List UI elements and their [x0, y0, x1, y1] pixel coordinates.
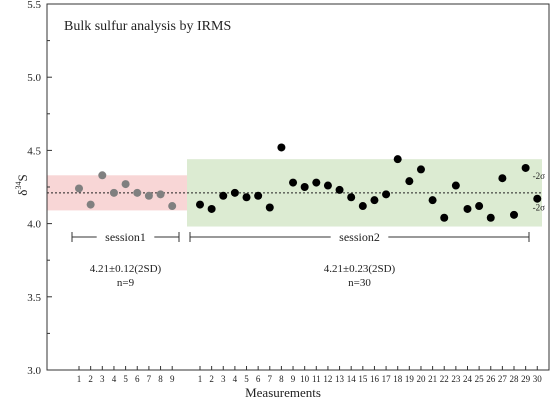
data-point-session2 — [335, 185, 344, 194]
y-tick-label: 5.5 — [27, 0, 41, 11]
session-label-bg — [330, 230, 389, 244]
data-point-session2 — [370, 196, 379, 205]
x-tick-label: 30 — [533, 374, 543, 384]
x-tick-label: 11 — [312, 374, 321, 384]
data-point-session2 — [428, 196, 437, 205]
data-point-session1 — [168, 202, 177, 211]
x-tick-label: 21 — [428, 374, 437, 384]
x-tick-label: 6 — [256, 374, 261, 384]
x-tick-label: 24 — [463, 374, 473, 384]
session-label: session2 — [339, 230, 380, 244]
x-tick-label: 19 — [405, 374, 415, 384]
band-upper-label: -2σ — [533, 171, 545, 181]
x-tick-label: 13 — [335, 374, 345, 384]
x-tick-label: 8 — [279, 374, 284, 384]
data-point-session2 — [277, 143, 286, 152]
y-axis-label: δ34S — [14, 174, 30, 195]
band-lower-label: -2σ — [533, 203, 545, 213]
data-point-session1 — [109, 188, 118, 197]
data-point-session2 — [382, 190, 391, 199]
data-point-session2 — [463, 204, 472, 213]
x-tick-label: 9 — [291, 374, 296, 384]
data-point-session2 — [358, 202, 367, 211]
data-point-session2 — [289, 178, 298, 187]
y-tick-label: 4.5 — [27, 145, 41, 157]
y-tick-label: 3.0 — [27, 365, 41, 377]
data-point-session1 — [144, 191, 153, 200]
x-tick-label: 12 — [323, 374, 332, 384]
x-tick-label: 25 — [475, 374, 485, 384]
x-tick-label: 4 — [233, 374, 238, 384]
x-tick-label: 17 — [382, 374, 392, 384]
data-point-session2 — [440, 213, 449, 222]
data-point-session2 — [475, 202, 484, 211]
chart-title: Bulk sulfur analysis by IRMS — [64, 19, 231, 34]
data-point-session2 — [521, 163, 530, 172]
data-point-session2 — [230, 188, 239, 197]
data-point-session2 — [498, 174, 507, 183]
data-point-session2 — [196, 200, 204, 209]
y-tick-label: 4.0 — [27, 219, 41, 231]
session-stat: 4.21±0.23(2SD) — [324, 263, 396, 275]
x-axis-label: Measurements — [245, 385, 321, 400]
x-tick-label: 26 — [486, 374, 496, 384]
x-tick-label: 3 — [100, 374, 105, 384]
x-tick-label: 15 — [358, 374, 368, 384]
data-point-session2 — [254, 191, 263, 200]
x-tick-label: 22 — [440, 374, 449, 384]
x-tick-label: 3 — [221, 374, 226, 384]
x-tick-label: 9 — [170, 374, 175, 384]
data-point-session2 — [486, 213, 495, 222]
data-point-session1 — [156, 190, 165, 199]
data-point-session2 — [416, 165, 425, 174]
x-tick-label: 5 — [123, 374, 128, 384]
x-tick-label: 10 — [300, 374, 310, 384]
x-tick-label: 5 — [244, 374, 249, 384]
session-n: n=9 — [117, 277, 135, 289]
session-label-bg — [96, 230, 155, 244]
data-point-session2 — [207, 204, 216, 213]
data-point-session1 — [98, 171, 107, 180]
x-tick-label: 7 — [147, 374, 152, 384]
x-tick-label: 2 — [88, 374, 93, 384]
x-tick-label: 1 — [77, 374, 82, 384]
x-tick-label: 14 — [347, 374, 357, 384]
data-point-session1 — [121, 180, 130, 189]
data-point-session1 — [75, 184, 83, 193]
x-tick-label: 6 — [135, 374, 140, 384]
data-point-session2 — [300, 183, 309, 191]
data-point-session2 — [533, 194, 542, 203]
data-point-session2 — [219, 191, 228, 200]
y-tick-label: 3.5 — [27, 292, 41, 304]
data-point-session2 — [242, 193, 251, 202]
data-point-session1 — [133, 188, 142, 197]
x-tick-label: 18 — [393, 374, 403, 384]
x-tick-label: 23 — [451, 374, 461, 384]
x-tick-label: 29 — [521, 374, 531, 384]
data-point-session2 — [347, 193, 356, 202]
x-tick-label: 16 — [370, 374, 380, 384]
data-point-session2 — [405, 177, 414, 186]
x-tick-label: 27 — [498, 374, 508, 384]
data-point-session1 — [86, 200, 95, 209]
x-tick-label: 2 — [209, 374, 214, 384]
data-point-session2 — [312, 178, 321, 187]
x-tick-label: 1 — [198, 374, 203, 384]
x-tick-label: 28 — [510, 374, 520, 384]
x-tick-label: 7 — [268, 374, 273, 384]
session-n: n=30 — [348, 277, 371, 289]
session-label: session1 — [105, 230, 146, 244]
data-point-session2 — [323, 181, 332, 190]
data-point-session2 — [393, 155, 402, 164]
data-point-session2 — [510, 210, 519, 219]
session-stat: 4.21±0.12(2SD) — [90, 263, 162, 275]
y-tick-label: 5.0 — [27, 72, 41, 84]
x-tick-label: 20 — [416, 374, 426, 384]
data-point-session2 — [451, 181, 460, 190]
x-tick-label: 4 — [112, 374, 117, 384]
x-tick-label: 8 — [158, 374, 163, 384]
data-point-session2 — [265, 203, 274, 212]
